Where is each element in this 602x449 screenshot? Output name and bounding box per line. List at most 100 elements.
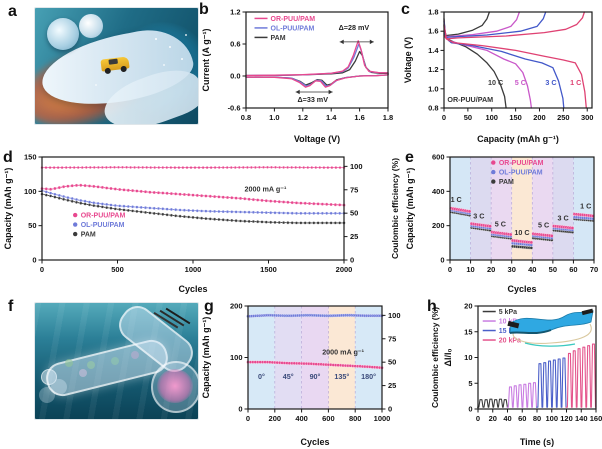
series-15 kPa bbox=[536, 357, 567, 408]
svg-text:75: 75 bbox=[350, 185, 358, 194]
svg-text:200: 200 bbox=[269, 414, 282, 423]
series-capacity bbox=[246, 360, 384, 370]
film-roll bbox=[47, 18, 79, 50]
sensor-strip bbox=[509, 310, 594, 334]
svg-text:100: 100 bbox=[24, 187, 37, 196]
svg-text:1.0: 1.0 bbox=[269, 113, 279, 122]
series-PAM capacity bbox=[40, 192, 346, 225]
svg-text:75: 75 bbox=[388, 334, 396, 343]
charge-discharge-chart: 0 50 100 150 200 250 300 0.8 1.0 1.2 1.4 1.6 1.8 Capa… bbox=[403, 8, 594, 145]
panel-e-label: e bbox=[405, 149, 414, 166]
svg-text:1 C: 1 C bbox=[580, 202, 591, 211]
svg-text:2000 mA g⁻¹: 2000 mA g⁻¹ bbox=[245, 184, 287, 193]
svg-text:2000: 2000 bbox=[336, 265, 353, 274]
svg-text:60: 60 bbox=[518, 414, 526, 423]
svg-text:140: 140 bbox=[575, 414, 588, 423]
toy-car bbox=[100, 56, 130, 75]
svg-text:Capacity (mAh g⁻¹): Capacity (mAh g⁻¹) bbox=[3, 168, 13, 250]
svg-text:0: 0 bbox=[442, 113, 446, 122]
sensor-strip-edge bbox=[509, 329, 552, 335]
svg-text:200: 200 bbox=[432, 221, 445, 230]
svg-text:OL-PUU/PAM: OL-PUU/PAM bbox=[81, 222, 125, 229]
svg-text:5 C: 5 C bbox=[538, 221, 549, 230]
svg-text:1.8: 1.8 bbox=[428, 8, 438, 17]
svg-text:Voltage (V): Voltage (V) bbox=[403, 37, 413, 83]
svg-text:1000: 1000 bbox=[185, 265, 202, 274]
band bbox=[301, 306, 329, 409]
svg-text:1.2: 1.2 bbox=[428, 65, 438, 74]
svg-text:5 kPa: 5 kPa bbox=[499, 309, 517, 316]
svg-text:100: 100 bbox=[485, 113, 498, 122]
svg-text:0: 0 bbox=[40, 265, 44, 274]
panel-f-label: f bbox=[8, 298, 14, 315]
svg-text:25: 25 bbox=[388, 381, 396, 390]
svg-text:Capacity (mAh g⁻¹): Capacity (mAh g⁻¹) bbox=[405, 168, 415, 250]
svg-text:1000: 1000 bbox=[374, 414, 391, 423]
series-5 kPa bbox=[477, 398, 508, 408]
svg-text:PAM: PAM bbox=[271, 35, 286, 42]
band bbox=[573, 157, 594, 260]
svg-text:5 C: 5 C bbox=[515, 78, 526, 87]
svg-text:200: 200 bbox=[533, 113, 546, 122]
svg-text:10 C: 10 C bbox=[488, 78, 503, 87]
svg-text:20 kPa: 20 kPa bbox=[499, 338, 521, 345]
svg-text:PAM: PAM bbox=[499, 179, 514, 186]
svg-text:50: 50 bbox=[549, 265, 557, 274]
svg-text:400: 400 bbox=[295, 414, 308, 423]
pressure-sensor-inset-illustration bbox=[507, 308, 594, 347]
svg-text:0.8: 0.8 bbox=[428, 104, 438, 113]
svg-text:0.8: 0.8 bbox=[241, 113, 251, 122]
svg-text:90°: 90° bbox=[310, 372, 321, 381]
svg-text:0: 0 bbox=[350, 256, 354, 265]
svg-text:0.6: 0.6 bbox=[230, 40, 240, 49]
band bbox=[470, 157, 492, 260]
series-efficiency bbox=[246, 313, 384, 318]
svg-text:1.2: 1.2 bbox=[298, 113, 308, 122]
svg-text:50: 50 bbox=[350, 209, 358, 218]
svg-text:50: 50 bbox=[464, 113, 472, 122]
svg-text:45°: 45° bbox=[283, 372, 294, 381]
svg-text:40: 40 bbox=[503, 414, 511, 423]
panel-h-label: h bbox=[427, 298, 437, 315]
svg-text:2000 mA g⁻¹: 2000 mA g⁻¹ bbox=[322, 347, 364, 356]
svg-text:50: 50 bbox=[28, 221, 36, 230]
svg-text:Capacity (mAh g⁻¹): Capacity (mAh g⁻¹) bbox=[201, 317, 211, 399]
svg-text:0.0: 0.0 bbox=[230, 72, 240, 81]
band bbox=[328, 306, 356, 409]
wire-loop bbox=[512, 323, 592, 344]
svg-text:1.2: 1.2 bbox=[230, 8, 240, 17]
svg-text:250: 250 bbox=[557, 113, 570, 122]
wire-tail bbox=[524, 342, 576, 347]
series-OR-PUU/PAM bbox=[449, 206, 595, 245]
svg-text:10: 10 bbox=[466, 265, 474, 274]
svg-text:25: 25 bbox=[350, 232, 358, 241]
car-window bbox=[108, 58, 118, 65]
svg-text:5 C: 5 C bbox=[495, 219, 506, 228]
svg-text:100: 100 bbox=[230, 353, 243, 362]
svg-text:Δ=28 mV: Δ=28 mV bbox=[339, 23, 370, 32]
svg-text:0: 0 bbox=[246, 414, 250, 423]
svg-text:300: 300 bbox=[581, 113, 594, 122]
svg-text:200: 200 bbox=[230, 302, 243, 311]
svg-text:Coulombic efficiency (%): Coulombic efficiency (%) bbox=[430, 307, 440, 408]
series-OL-PUU/PAM capacity bbox=[40, 189, 346, 215]
svg-text:OR-PUU/PAM: OR-PUU/PAM bbox=[499, 160, 544, 167]
svg-text:1 C: 1 C bbox=[451, 195, 462, 204]
svg-text:15: 15 bbox=[464, 327, 472, 336]
svg-text:400: 400 bbox=[432, 187, 445, 196]
svg-text:0: 0 bbox=[388, 405, 392, 414]
svg-text:30: 30 bbox=[508, 265, 516, 274]
svg-text:500: 500 bbox=[111, 265, 124, 274]
svg-text:20: 20 bbox=[487, 265, 495, 274]
electrode-tab bbox=[507, 320, 520, 329]
svg-text:Δ=33 mV: Δ=33 mV bbox=[297, 95, 328, 104]
series-OR-PUU/PAM efficiency bbox=[40, 165, 346, 170]
svg-text:OL-PUU/PAM: OL-PUU/PAM bbox=[271, 25, 315, 32]
film-roll-small bbox=[79, 14, 103, 38]
svg-text:0°: 0° bbox=[258, 372, 265, 381]
band bbox=[552, 157, 574, 260]
rate-capability-chart: 0 10 20 30 40 50 60 70 0 200 400 600 Cycles Capacity … bbox=[405, 153, 598, 295]
band bbox=[355, 306, 382, 409]
svg-text:600: 600 bbox=[432, 153, 445, 162]
